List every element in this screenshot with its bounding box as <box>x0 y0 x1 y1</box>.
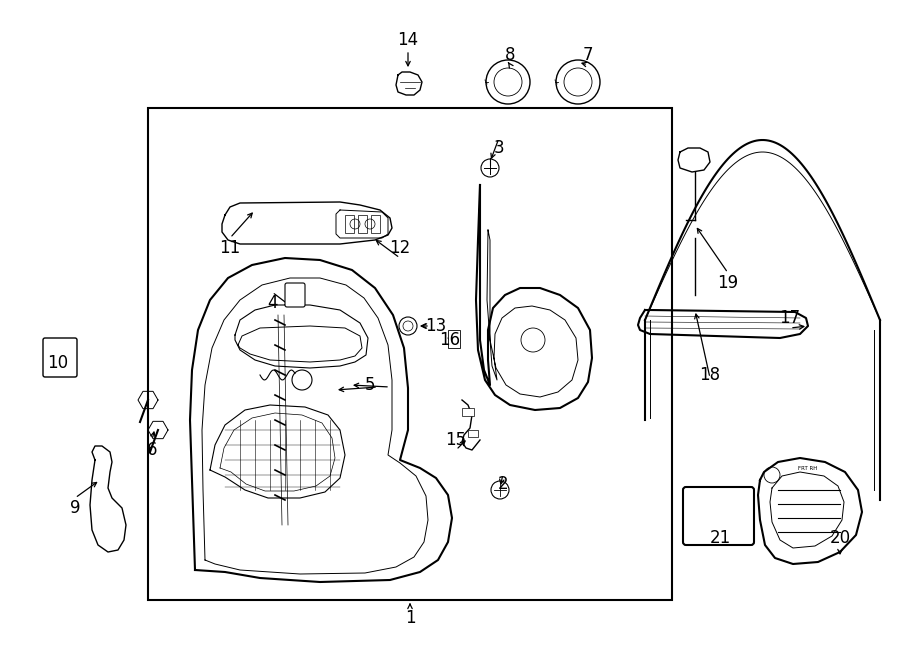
FancyBboxPatch shape <box>683 487 754 545</box>
Text: 10: 10 <box>48 354 68 372</box>
Text: 17: 17 <box>779 309 801 327</box>
Text: 7: 7 <box>583 46 593 64</box>
Text: 14: 14 <box>398 31 418 49</box>
Bar <box>371 215 380 233</box>
Text: 2: 2 <box>498 475 508 493</box>
Text: 21: 21 <box>709 529 731 547</box>
Text: 9: 9 <box>70 499 80 517</box>
Text: FRT RH: FRT RH <box>798 465 818 471</box>
Text: 4: 4 <box>266 294 277 312</box>
Text: 20: 20 <box>830 529 850 547</box>
Text: 11: 11 <box>220 239 240 257</box>
Text: 15: 15 <box>446 431 466 449</box>
Text: 19: 19 <box>717 274 739 292</box>
Text: 1: 1 <box>405 609 415 627</box>
Text: 6: 6 <box>147 441 158 459</box>
Text: 18: 18 <box>699 366 721 384</box>
FancyBboxPatch shape <box>43 338 77 377</box>
Bar <box>345 215 354 233</box>
Text: 5: 5 <box>364 376 375 394</box>
Bar <box>448 330 460 348</box>
Bar <box>462 408 474 416</box>
Bar <box>468 430 478 437</box>
Text: 3: 3 <box>494 139 504 157</box>
Text: 16: 16 <box>439 331 461 349</box>
FancyBboxPatch shape <box>285 283 305 307</box>
Bar <box>358 215 367 233</box>
Bar <box>148 108 672 600</box>
Text: 13: 13 <box>426 317 446 335</box>
Text: 8: 8 <box>505 46 515 64</box>
Text: 12: 12 <box>390 239 410 257</box>
